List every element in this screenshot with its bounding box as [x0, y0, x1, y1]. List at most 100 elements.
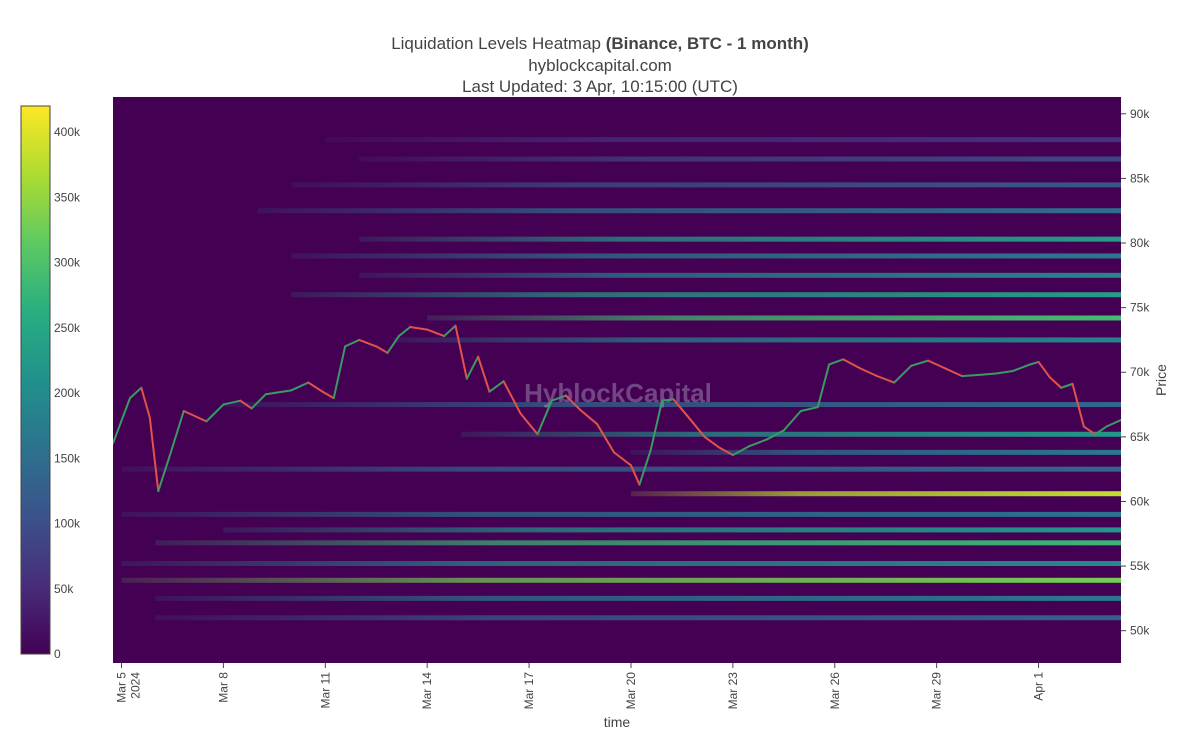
- price-segment: [703, 435, 720, 449]
- price-segment: [502, 380, 522, 415]
- price-segment: [828, 358, 845, 366]
- price-segment: [1071, 382, 1085, 428]
- liquidation-band: [155, 540, 1121, 546]
- x-tick-sublabel: 2024: [128, 672, 142, 699]
- price-segment: [290, 381, 310, 392]
- liquidation-band: [630, 491, 1121, 497]
- price-segment: [454, 324, 468, 380]
- price-segment: [612, 451, 632, 467]
- price-segment: [205, 403, 225, 423]
- price-segment: [859, 367, 879, 378]
- liquidation-band: [223, 402, 1121, 408]
- price-segment: [765, 429, 785, 441]
- y-tick-label: 90k: [1130, 107, 1150, 121]
- chart-title-line1: Liquidation Levels Heatmap (Binance, BTC…: [391, 34, 809, 53]
- price-segment: [148, 416, 160, 493]
- watermark: HyblockCapital: [524, 378, 712, 408]
- price-segment: [140, 386, 151, 419]
- price-segment: [168, 410, 185, 458]
- price-segment: [672, 398, 689, 418]
- x-tick-label: Mar 20: [624, 672, 638, 710]
- price-segment: [536, 399, 553, 436]
- price-segment: [397, 326, 412, 338]
- price-segment: [157, 455, 171, 493]
- heatmap-bands: [121, 137, 1121, 621]
- colorbar-tick-label: 100k: [54, 517, 81, 531]
- liquidation-band: [461, 431, 1121, 437]
- price-segment: [876, 375, 896, 384]
- price-segment: [1037, 360, 1051, 379]
- price-segment: [816, 363, 831, 409]
- y-tick-label: 65k: [1130, 430, 1150, 444]
- price-segment: [239, 399, 253, 410]
- colorbar-tick-label: 400k: [54, 125, 81, 139]
- price-segment: [638, 448, 652, 486]
- liquidation-band: [121, 560, 1121, 566]
- colorbar-tick-label: 50k: [54, 582, 74, 596]
- price-segment: [944, 367, 964, 378]
- price-segment: [307, 381, 324, 393]
- price-segment: [321, 390, 335, 400]
- y-tick-label: 75k: [1130, 301, 1150, 315]
- price-segment: [222, 399, 242, 406]
- x-tick-label: Mar 11: [318, 672, 332, 709]
- price-segment: [927, 359, 947, 370]
- price-segment: [978, 372, 998, 376]
- price-segment: [443, 324, 457, 338]
- liquidation-band: [630, 449, 1121, 455]
- liquidation-band: [121, 577, 1121, 583]
- colorbar-ticks: 0 50k 100k 150k 200k 250k 300k 350k 400k: [54, 125, 81, 661]
- colorbar-tick-label: 0: [54, 647, 61, 661]
- y-tick-label: 70k: [1130, 365, 1150, 379]
- price-segment: [409, 326, 429, 331]
- price-segment: [649, 399, 664, 451]
- plot-background: [113, 97, 1121, 663]
- price-segment: [1048, 376, 1063, 389]
- price-segment: [519, 412, 539, 436]
- colorbar-tick-label: 350k: [54, 190, 81, 204]
- x-tick-label: Mar 14: [420, 672, 434, 710]
- price-segment: [426, 328, 446, 338]
- y-tick-label: 50k: [1130, 624, 1150, 638]
- price-segment: [564, 394, 582, 411]
- x-tick-label: Mar 29: [930, 672, 944, 710]
- price-segment: [748, 438, 768, 447]
- price-segment: [332, 345, 347, 400]
- x-tick-label: Mar 17: [522, 672, 536, 710]
- price-segment: [182, 410, 208, 423]
- liquidation-band: [359, 272, 1121, 278]
- x-tick-label: Apr 1: [1032, 672, 1046, 701]
- chart-subtitle-updated: Last Updated: 3 Apr, 10:15:00 (UTC): [462, 77, 738, 96]
- x-tick-label: Mar 5: [114, 672, 128, 703]
- price-segment: [893, 364, 913, 384]
- price-segment: [579, 408, 599, 425]
- price-segment: [1029, 360, 1040, 366]
- colorbar-tick-label: 200k: [54, 386, 81, 400]
- liquidation-band: [155, 615, 1121, 621]
- liquidation-band: [121, 466, 1121, 472]
- liquidation-band: [393, 337, 1121, 343]
- liquidation-band: [291, 253, 1121, 259]
- y-tick-label: 85k: [1130, 171, 1150, 185]
- x-axis-title: time: [604, 714, 631, 730]
- x-tick-label: Mar 26: [828, 672, 842, 710]
- price-segment: [250, 393, 267, 410]
- price-segment: [596, 422, 615, 454]
- chart-title-bold: (Binance, BTC - 1 month): [605, 34, 809, 53]
- price-segment: [799, 406, 819, 413]
- colorbar-tick-label: 250k: [54, 321, 81, 335]
- y-axis: 50k 55k 60k 65k 70k 75k 80k 85k 90k: [1121, 107, 1150, 638]
- liquidation-band: [291, 292, 1121, 298]
- liquidation-band: [257, 208, 1121, 214]
- price-segment: [386, 335, 400, 354]
- price-segment: [465, 355, 480, 380]
- colorbar: [20, 105, 51, 655]
- liquidation-band: [359, 236, 1121, 242]
- price-segment: [358, 338, 378, 348]
- liquidation-band: [155, 595, 1121, 601]
- price-segment: [1012, 363, 1032, 372]
- x-tick-label: Mar 23: [726, 672, 740, 710]
- y-tick-label: 55k: [1130, 559, 1150, 573]
- price-segment: [344, 338, 361, 348]
- y-axis-title: Price: [1153, 364, 1169, 396]
